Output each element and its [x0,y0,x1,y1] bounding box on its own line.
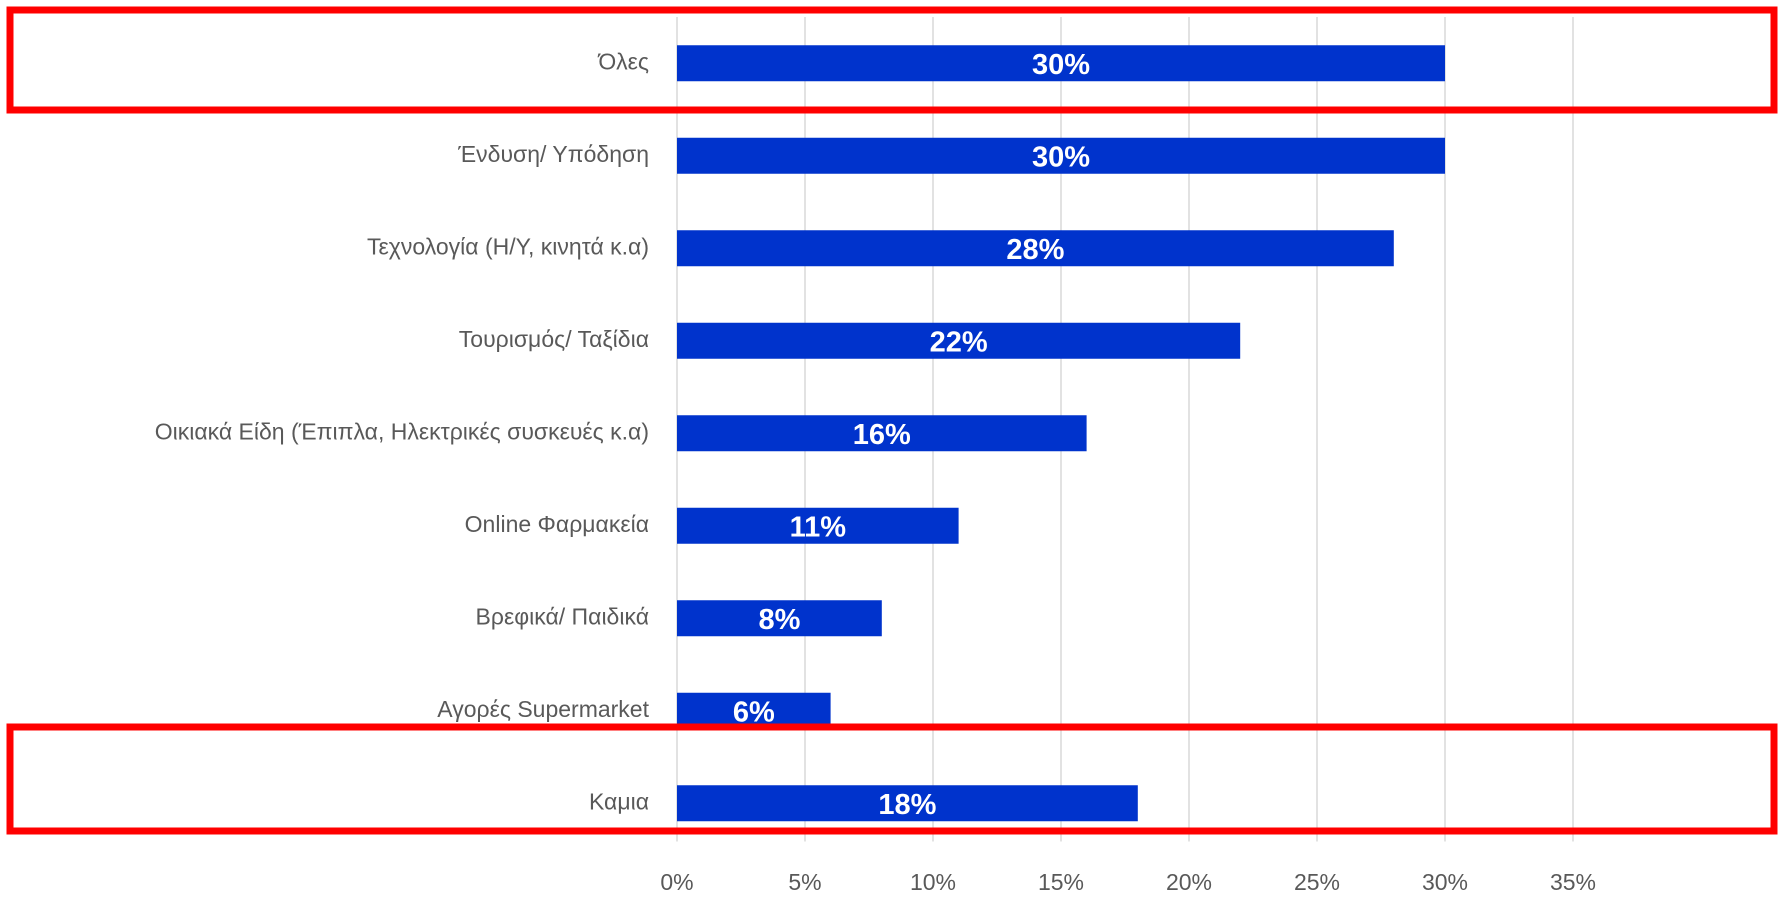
category-label: Online Φαρμακεία [465,511,649,537]
category-label: Τουρισμός/ Ταξίδια [459,326,649,352]
value-label: 8% [758,604,800,636]
x-tick-label: 35% [1550,869,1596,895]
x-tick-label: 30% [1422,869,1468,895]
bar [677,415,1087,452]
bars: Όλες 30% Ένδυση/ Υπόδηση 30% Τεχνολογία (Η/Υ… [155,45,1445,822]
x-tick-label: 0% [660,869,693,895]
value-label: 30% [1032,141,1090,173]
x-tick-label: 25% [1294,869,1340,895]
value-label: 22% [930,326,988,358]
x-tick-label: 20% [1166,869,1212,895]
value-label: 6% [733,696,775,728]
bar [677,692,831,729]
highlight-box [6,723,1778,835]
category-label: Τεχνολογία (Η/Υ, κινητά κ.α) [367,233,649,259]
category-label: Ένδυση/ Υπόδηση [457,141,649,167]
bar [677,507,959,544]
bar [677,230,1394,267]
x-tick-label: 5% [788,869,821,895]
bar [677,322,1241,359]
x-tick-label: 10% [910,869,956,895]
x-tick-label: 15% [1038,869,1084,895]
bar [677,45,1445,82]
highlight-box [6,6,1778,114]
category-label: Βρεφικά/ Παιδικά [476,603,649,629]
value-label: 18% [878,789,936,821]
bar [677,785,1138,822]
value-label: 30% [1032,49,1090,81]
bar [677,137,1445,174]
value-label: 16% [853,419,911,451]
value-label: 28% [1006,234,1064,266]
category-label: Όλες [597,48,649,74]
category-label: Καμια [589,788,649,814]
category-label: Οικιακά Είδη (Έπιπλα, Ηλεκτρικές συσκευέ… [155,418,649,444]
value-label: 11% [790,511,847,543]
category-label: Αγορές Supermarket [437,696,649,722]
bar [677,600,882,637]
